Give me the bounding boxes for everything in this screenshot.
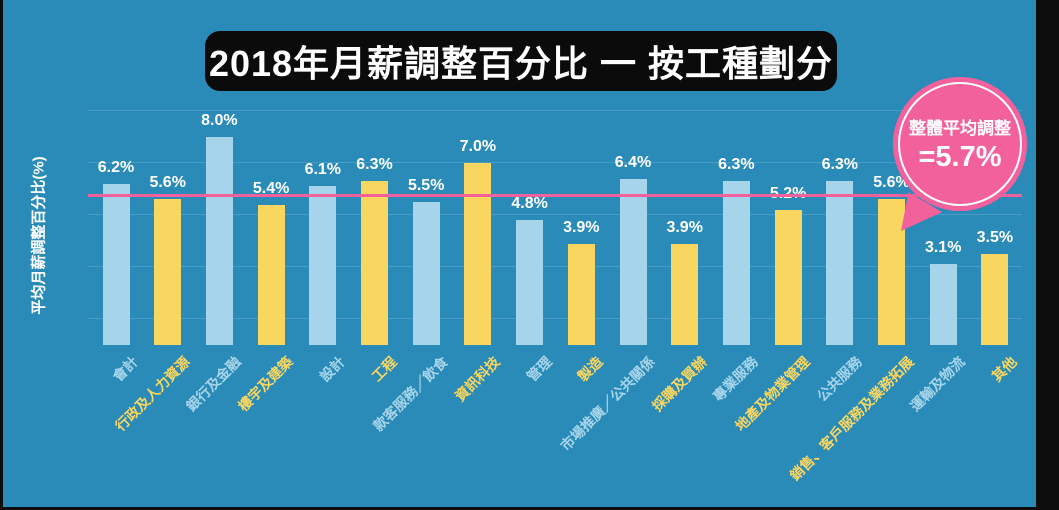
frame-right-edge (1036, 0, 1059, 510)
bar-value-label: 5.6% (873, 174, 910, 192)
bar-value-label: 6.3% (718, 156, 755, 174)
bar-value-label: 3.9% (563, 218, 600, 236)
x-axis-label: 設計 (316, 353, 348, 385)
y-axis-title: 平均月薪調整百分比(%) (30, 156, 48, 315)
bar-value-label: 3.5% (976, 229, 1014, 246)
x-axis-labels: 會計 行政及人力資源 銀行及金融 樓宇及建築 設計 工程 款客服務／飲食 資訊科技 管理 製造 市場… (88, 352, 1035, 507)
bar (826, 181, 854, 345)
bar (516, 220, 544, 345)
bar (567, 243, 595, 345)
bar-value-label: 6.3% (356, 156, 393, 174)
average-badge-bubble: 整體平均調整 =5.7% (893, 77, 1027, 211)
average-badge-label: 整體平均調整 (909, 119, 1011, 138)
bar-value-label: 3.9% (666, 218, 703, 236)
frame-bottom-edge (0, 507, 1059, 510)
gridline (88, 162, 1022, 163)
bar (774, 209, 802, 345)
bar-value-label: 8.0% (201, 112, 238, 129)
average-line (88, 193, 1022, 197)
average-badge-value: =5.7% (918, 141, 1002, 173)
x-axis-label: 採購及買辦 (648, 353, 710, 415)
gridline (88, 318, 1022, 319)
bar-value-label: 6.2% (97, 158, 135, 176)
bar (878, 199, 905, 345)
bar (154, 199, 182, 345)
frame-left-edge (0, 0, 3, 510)
x-axis-label: 資訊科技 (451, 353, 503, 405)
bar-value-label: 5.2% (770, 185, 806, 203)
bar (981, 254, 1009, 345)
bar-value-label: 3.1% (924, 239, 962, 257)
bar (205, 137, 233, 345)
gridline (88, 214, 1022, 215)
x-axis-label: 樓宇及建築 (235, 353, 296, 415)
chart-title-banner: 2018年月薪調整百分比 一 按工種劃分 (205, 31, 837, 91)
bar-value-label: 7.0% (459, 138, 497, 155)
bar (671, 243, 699, 345)
bar-value-label: 6.3% (821, 156, 859, 174)
bar (361, 181, 388, 345)
x-axis-label: 工程 (368, 353, 400, 385)
plot-area: 6.2% 5.6% 8.0% 5.4% 6.1% 6.3% 5.5% 7.0% 4.8% 3.9%… (88, 98, 1035, 345)
gridline (88, 266, 1022, 267)
x-axis-label: 會計 (109, 353, 141, 385)
average-badge: 整體平均調整 =5.7% (893, 77, 1027, 231)
bar-value-label: 6.4% (614, 153, 652, 171)
gridline (88, 110, 1022, 111)
bar-value-label: 5.5% (407, 177, 445, 194)
bar (722, 181, 750, 345)
bar (464, 163, 492, 345)
bar-value-label: 5.6% (149, 174, 186, 192)
x-axis-label: 製造 (574, 353, 607, 385)
bar (619, 178, 647, 345)
x-axis-label: 管理 (523, 353, 555, 385)
bar-value-label: 5.4% (252, 179, 290, 197)
bar (929, 264, 957, 345)
x-axis-label: 銀行及金融 (183, 353, 245, 415)
bar (309, 186, 337, 345)
x-axis-label: 運輸及物流 (907, 353, 968, 415)
bar (102, 183, 130, 345)
bar-value-label: 6.1% (304, 161, 342, 179)
bar (412, 202, 440, 345)
x-axis-label: 市場推廣／公共關係 (557, 353, 658, 454)
x-axis-label: 其他 (988, 353, 1020, 385)
bar-value-label: 4.8% (511, 195, 548, 213)
chart-title: 2018年月薪調整百分比 一 按工種劃分 (208, 43, 834, 84)
bar (257, 204, 285, 345)
